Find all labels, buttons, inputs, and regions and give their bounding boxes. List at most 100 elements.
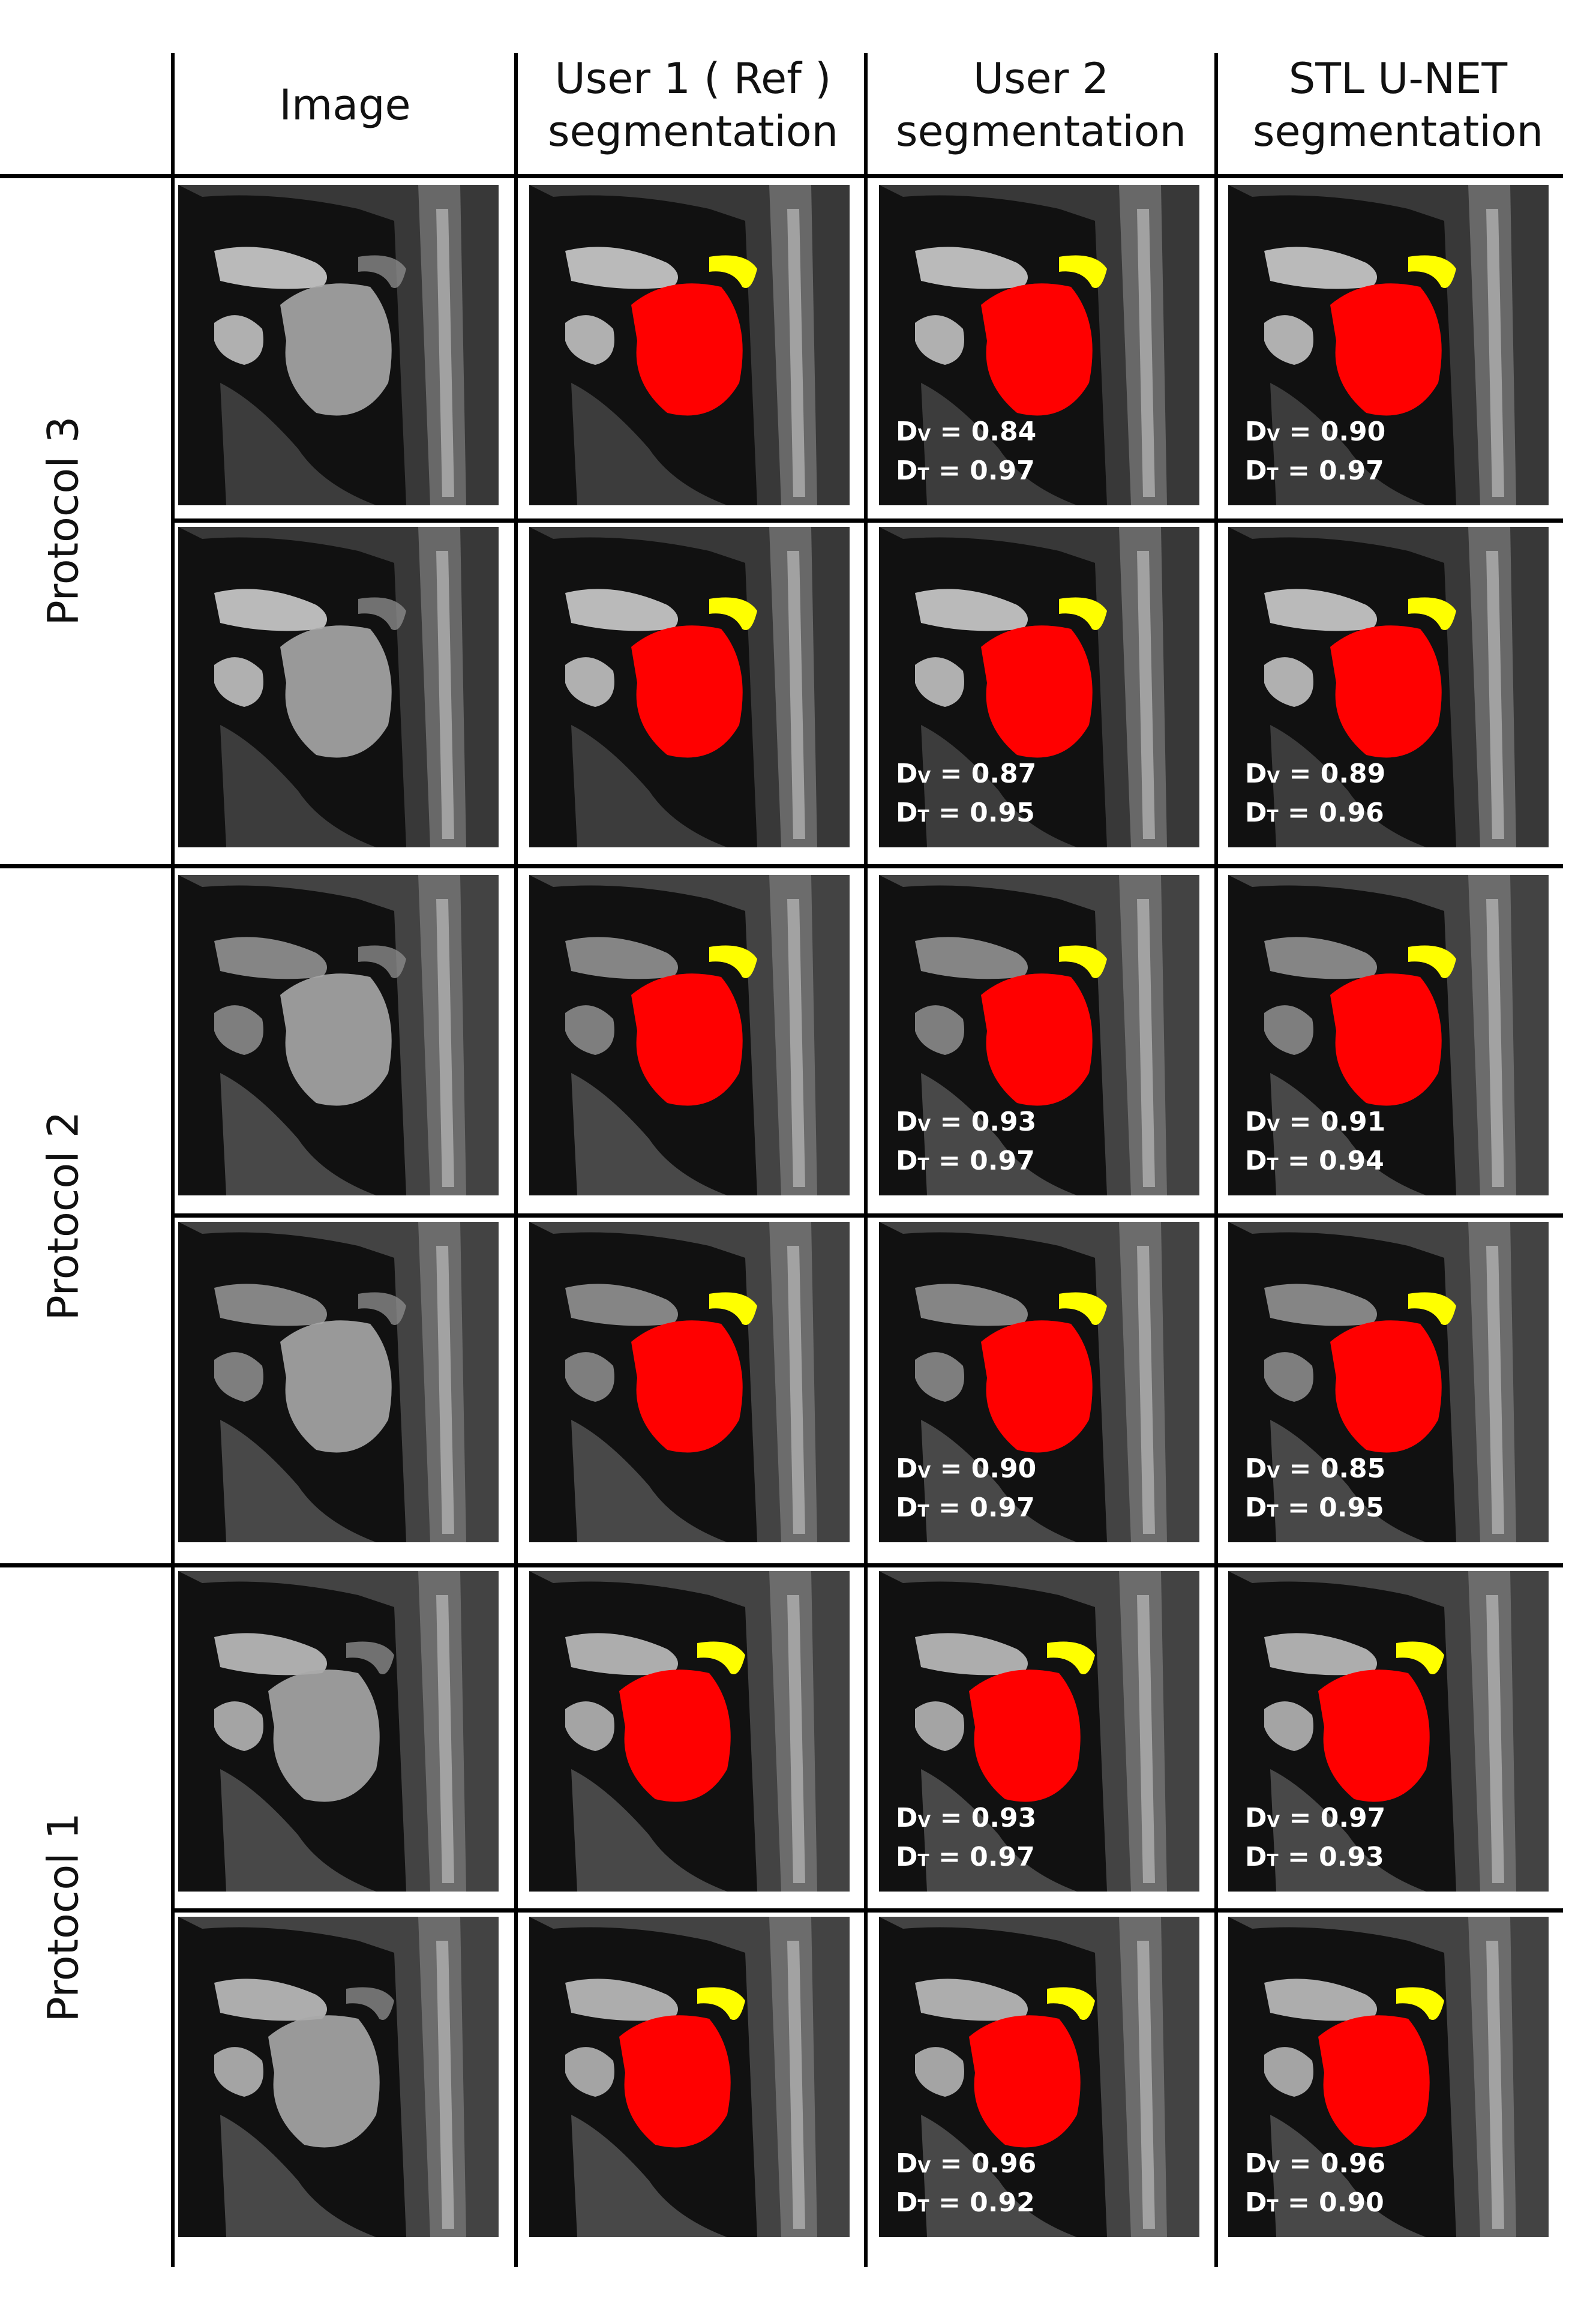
segmentation-overlay-image (1228, 875, 1549, 1195)
grid-vline-4 (1214, 53, 1218, 2267)
grid-vline-3 (864, 53, 868, 2267)
mri-cell-row3-user2: DV = 0.93 DT = 0.97 (879, 875, 1199, 1195)
grid-vline-2 (514, 53, 518, 2267)
dice-vocal-tract-line: DV = 0.90 (1245, 416, 1386, 447)
mri-cell-row2-unet: DV = 0.89 DT = 0.96 (1228, 527, 1549, 847)
dice-vocal-tract-line: DV = 0.93 (896, 1803, 1037, 1833)
segmentation-overlay-image (529, 1571, 850, 1892)
mri-cell-row2-user2: DV = 0.87 DT = 0.95 (879, 527, 1199, 847)
dice-vocal-tract-line: DV = 0.96 (896, 2148, 1037, 2179)
dice-vocal-tract-line: DV = 0.85 (1245, 1453, 1386, 1484)
header-image-label: Image (279, 80, 411, 130)
dice-scores-row4-user2: DV = 0.90 DT = 0.97 (896, 1451, 1036, 1529)
dice-scores-row3-unet: DV = 0.91 DT = 0.94 (1245, 1104, 1385, 1182)
dice-tongue-line: DT = 0.97 (896, 1146, 1035, 1176)
dice-scores-row6-unet: DV = 0.96 DT = 0.90 (1245, 2146, 1385, 2224)
mri-slice-image (178, 875, 499, 1195)
dice-scores-row5-unet: DV = 0.97 DT = 0.93 (1245, 1800, 1385, 1878)
mri-cell-row1-user2: DV = 0.84 DT = 0.97 (879, 185, 1199, 505)
mri-cell-row5-image (178, 1571, 499, 1892)
header-user1-line1: User 1 ( Ref ) (554, 54, 832, 103)
dice-tongue-line: DT = 0.97 (1245, 455, 1384, 486)
header-user2-line1: User 2 (973, 54, 1109, 103)
dice-vocal-tract-line: DV = 0.93 (896, 1107, 1037, 1137)
grid-hline-top (0, 174, 1563, 178)
dice-tongue-line: DT = 0.96 (1245, 798, 1384, 828)
mri-cell-row2-image (178, 527, 499, 847)
segmentation-overlay-image (879, 185, 1199, 505)
dice-scores-row3-user2: DV = 0.93 DT = 0.97 (896, 1104, 1036, 1182)
dice-scores-row2-user2: DV = 0.87 DT = 0.95 (896, 756, 1036, 834)
dice-tongue-line: DT = 0.97 (896, 1492, 1035, 1523)
segmentation-overlay-image (879, 527, 1199, 847)
mri-cell-row5-user1-ref (529, 1571, 850, 1892)
mri-slice-image (178, 1222, 499, 1542)
dice-scores-row5-user2: DV = 0.93 DT = 0.97 (896, 1800, 1036, 1878)
dice-tongue-line: DT = 0.92 (896, 2187, 1035, 2218)
mri-cell-row1-unet: DV = 0.90 DT = 0.97 (1228, 185, 1549, 505)
dice-tongue-line: DT = 0.95 (1245, 1492, 1384, 1523)
header-user2: User 2 segmentation (870, 36, 1212, 174)
segmentation-overlay-image (1228, 1571, 1549, 1892)
segmentation-overlay-image (529, 1917, 850, 2237)
mri-cell-row6-unet: DV = 0.96 DT = 0.90 (1228, 1917, 1549, 2237)
grid-hline-p3-mid (171, 518, 1563, 523)
header-unet-line2: segmentation (1252, 107, 1544, 156)
mri-cell-row6-image (178, 1917, 499, 2237)
header-unet-line1: STL U-NET (1288, 54, 1508, 103)
mri-cell-row1-user1-ref (529, 185, 850, 505)
dice-tongue-line: DT = 0.97 (896, 455, 1035, 486)
segmentation-overlay-image (879, 1222, 1199, 1542)
dice-tongue-line: DT = 0.93 (1245, 1842, 1384, 1872)
mri-cell-row2-user1-ref (529, 527, 850, 847)
segmentation-overlay-image (529, 527, 850, 847)
dice-vocal-tract-line: DV = 0.90 (896, 1453, 1037, 1484)
row-label-protocol-2: Protocol 2 (38, 1111, 88, 1321)
header-user1-line2: segmentation (547, 107, 839, 156)
dice-tongue-line: DT = 0.90 (1245, 2187, 1384, 2218)
mri-cell-row3-unet: DV = 0.91 DT = 0.94 (1228, 875, 1549, 1195)
dice-vocal-tract-line: DV = 0.91 (1245, 1107, 1386, 1137)
mri-cell-row4-user2: DV = 0.90 DT = 0.97 (879, 1222, 1199, 1542)
dice-vocal-tract-line: DV = 0.87 (896, 759, 1037, 789)
row-label-protocol-3: Protocol 3 (38, 416, 88, 626)
mri-cell-row5-user2: DV = 0.93 DT = 0.97 (879, 1571, 1199, 1892)
dice-scores-row4-unet: DV = 0.85 DT = 0.95 (1245, 1451, 1385, 1529)
mri-cell-row3-image (178, 875, 499, 1195)
header-user2-line2: segmentation (895, 107, 1187, 156)
grid-hline-p2-p1 (0, 1563, 1563, 1567)
mri-cell-row4-image (178, 1222, 499, 1542)
dice-scores-row6-user2: DV = 0.96 DT = 0.92 (896, 2146, 1036, 2224)
dice-tongue-line: DT = 0.94 (1245, 1146, 1384, 1176)
segmentation-overlay-image (529, 185, 850, 505)
segmentation-overlay-image (1228, 527, 1549, 847)
header-unet: STL U-NET segmentation (1218, 36, 1578, 174)
segmentation-overlay-image (1228, 185, 1549, 505)
segmentation-overlay-image (879, 875, 1199, 1195)
segmentation-overlay-image (529, 875, 850, 1195)
segmentation-overlay-image (529, 1222, 850, 1542)
dice-tongue-line: DT = 0.95 (896, 798, 1035, 828)
dice-scores-row1-unet: DV = 0.90 DT = 0.97 (1245, 414, 1385, 492)
segmentation-overlay-image (879, 1917, 1199, 2237)
dice-vocal-tract-line: DV = 0.89 (1245, 759, 1386, 789)
grid-hline-p3-p2 (0, 864, 1563, 868)
mri-cell-row3-user1-ref (529, 875, 850, 1195)
dice-vocal-tract-line: DV = 0.97 (1245, 1803, 1386, 1833)
grid-hline-p2-mid (171, 1213, 1563, 1218)
mri-slice-image (178, 185, 499, 505)
mri-cell-row4-user1-ref (529, 1222, 850, 1542)
grid-vline-1 (171, 53, 175, 2267)
row-label-protocol-1: Protocol 1 (38, 1812, 88, 2022)
mri-slice-image (178, 527, 499, 847)
segmentation-overlay-image (1228, 1917, 1549, 2237)
mri-cell-row4-unet: DV = 0.85 DT = 0.95 (1228, 1222, 1549, 1542)
grid-hline-p1-mid (171, 1908, 1563, 1913)
dice-vocal-tract-line: DV = 0.96 (1245, 2148, 1386, 2179)
header-user1: User 1 ( Ref ) segmentation (522, 36, 864, 174)
mri-cell-row1-image (178, 185, 499, 505)
header-image: Image (174, 36, 516, 174)
dice-scores-row2-unet: DV = 0.89 DT = 0.96 (1245, 756, 1385, 834)
dice-vocal-tract-line: DV = 0.84 (896, 416, 1037, 447)
mri-slice-image (178, 1917, 499, 2237)
